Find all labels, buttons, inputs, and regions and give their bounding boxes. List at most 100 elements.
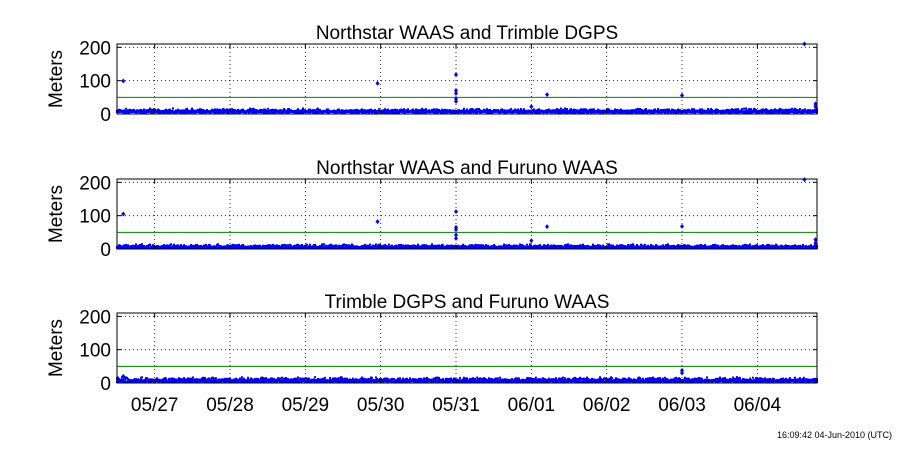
data-point (217, 244, 219, 247)
data-point (225, 377, 227, 380)
data-point (209, 244, 211, 247)
data-point (501, 108, 503, 111)
data-point (804, 108, 806, 111)
data-point (334, 377, 336, 380)
data-point (400, 108, 402, 111)
data-point (701, 108, 703, 111)
data-point (666, 244, 668, 247)
data-point (554, 244, 556, 247)
data-point (324, 376, 326, 379)
data-point (183, 377, 185, 380)
data-point (253, 108, 255, 111)
data-point (227, 244, 229, 247)
y-tick-label: 0 (100, 240, 111, 261)
data-point (475, 243, 477, 246)
data-point (799, 108, 801, 111)
data-point (592, 243, 594, 246)
data-point (662, 108, 664, 111)
data-point (203, 378, 205, 381)
data-point (141, 376, 143, 379)
data-point (407, 108, 409, 111)
data-point (217, 108, 219, 111)
data-point (242, 379, 244, 382)
data-point (779, 107, 781, 110)
data-point (493, 243, 495, 246)
data-point (262, 244, 264, 247)
data-point (132, 244, 134, 247)
baseline-points (116, 376, 818, 383)
chart-title: Northstar WAAS and Trimble DGPS (316, 23, 618, 44)
data-point (133, 108, 135, 111)
data-point (526, 243, 528, 246)
data-point (205, 243, 207, 246)
data-point (517, 108, 519, 111)
data-point (361, 108, 363, 111)
data-point (644, 243, 646, 246)
y-axis-label: Meters (46, 50, 67, 108)
data-point (329, 245, 331, 248)
outlier-point (545, 92, 550, 98)
data-point (748, 108, 750, 111)
outlier-point (454, 90, 459, 96)
outlier-point (454, 235, 459, 241)
data-point (662, 244, 664, 247)
data-point (351, 243, 353, 246)
data-point (556, 107, 558, 110)
data-point (497, 108, 499, 111)
data-point (462, 243, 464, 246)
data-point (272, 110, 274, 113)
data-point (405, 244, 407, 247)
data-point (462, 109, 464, 112)
data-point (288, 108, 290, 111)
data-point (489, 108, 491, 111)
data-point (147, 245, 149, 248)
data-point (256, 244, 258, 247)
data-point (287, 244, 289, 247)
data-point (332, 377, 334, 380)
data-point (516, 244, 518, 247)
data-point (608, 243, 610, 246)
data-point (632, 243, 634, 246)
data-point (137, 378, 139, 381)
data-point (583, 245, 585, 248)
data-point (579, 244, 581, 247)
data-point (667, 243, 669, 246)
data-point (743, 107, 745, 110)
data-point (745, 107, 747, 110)
data-point (117, 376, 119, 379)
data-point (372, 244, 374, 247)
data-point (566, 108, 568, 111)
data-point (593, 108, 595, 111)
plot-area (117, 313, 817, 383)
data-point (127, 244, 129, 247)
data-point (121, 376, 123, 379)
data-point (306, 378, 308, 381)
data-point (169, 377, 171, 380)
outlier-point (680, 223, 685, 229)
data-point (486, 108, 488, 111)
data-point (173, 243, 175, 246)
data-point (274, 244, 276, 247)
data-point (177, 244, 179, 247)
data-point (135, 378, 137, 381)
data-point (704, 244, 706, 247)
data-point (707, 107, 709, 110)
data-point (722, 244, 724, 247)
baseline-points (116, 107, 818, 114)
outlier-point (529, 104, 534, 110)
data-point (314, 376, 316, 379)
data-point (118, 378, 120, 381)
data-point (214, 108, 216, 111)
outlier-point (802, 177, 807, 183)
data-point (636, 243, 638, 246)
outlier-point (529, 238, 534, 244)
data-point (242, 244, 244, 247)
data-point (537, 110, 539, 113)
data-point (215, 377, 217, 380)
data-point (308, 377, 310, 380)
data-point (238, 243, 240, 246)
data-point (143, 245, 145, 248)
data-point (742, 244, 744, 247)
data-point (127, 377, 129, 380)
data-point (583, 108, 585, 111)
